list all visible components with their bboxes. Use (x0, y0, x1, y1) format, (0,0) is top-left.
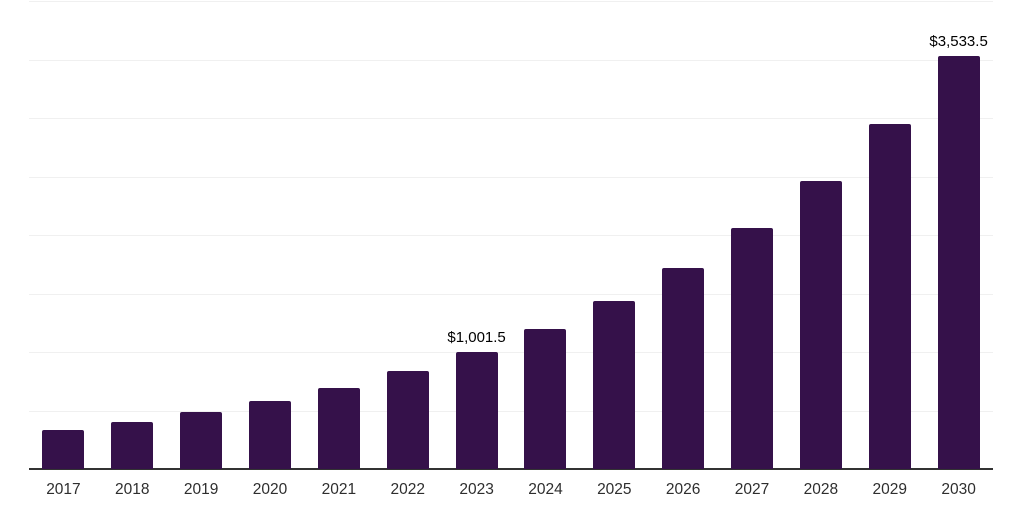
bar-slot-2025 (580, 0, 649, 469)
bar-2022 (386, 371, 429, 469)
bar-2030 (937, 55, 980, 469)
bar-2029 (868, 124, 911, 469)
bar-slot-2023: $1,001.5 (442, 0, 511, 469)
x-tick-2017: 2017 (46, 481, 81, 498)
bar-2019 (180, 411, 223, 469)
x-axis-ticks: 2017 2018 2019 2020 2021 2022 2023 2024 2025 2026… (29, 481, 993, 499)
bar-slot-2024 (511, 0, 580, 469)
gridline (29, 410, 993, 412)
x-tick-2020: 2020 (252, 481, 288, 498)
bar-slot-2017 (29, 0, 98, 469)
bar-slot-2027 (718, 0, 787, 469)
x-tick-2030: 2030 (941, 481, 976, 498)
x-tick-2024: 2024 (528, 481, 563, 498)
bar-2024 (524, 329, 567, 469)
x-tick-2029: 2029 (872, 481, 907, 498)
gridline (29, 1, 993, 2)
x-tick-2018: 2018 (115, 481, 150, 498)
gridline (29, 235, 993, 236)
gridline (29, 352, 993, 353)
bar-2027 (731, 228, 774, 469)
bar-slot-2028 (786, 0, 855, 469)
bar-slot-2020 (236, 0, 305, 469)
x-tick-2026: 2026 (665, 481, 701, 498)
bar-2017 (42, 429, 85, 469)
x-tick-2021: 2021 (321, 481, 357, 498)
bar-slot-2019 (167, 0, 236, 469)
bar-2028 (799, 181, 842, 469)
bar-value-label-2030: $3,533.5 (929, 32, 988, 50)
bar-slot-2022 (373, 0, 442, 469)
gridline (29, 59, 993, 61)
gridline (29, 293, 993, 295)
x-tick-2019: 2019 (183, 481, 219, 498)
bar-slot-2030: $3,533.5 (924, 0, 993, 469)
plot-area: $1,001.5 $3,533.5 (29, 0, 993, 470)
x-tick-2022: 2022 (390, 481, 425, 498)
bar-slot-2021 (304, 0, 373, 469)
bar-2021 (317, 388, 360, 469)
x-tick-2025: 2025 (597, 481, 632, 498)
bar-2020 (249, 400, 291, 469)
bars-row: $1,001.5 $3,533.5 (29, 0, 993, 469)
x-tick-2028: 2028 (803, 481, 839, 498)
gridline (29, 118, 993, 119)
bar-value-label-2023: $1,001.5 (447, 328, 506, 346)
bar-2026 (662, 267, 705, 469)
bar-2018 (111, 422, 154, 469)
bar-slot-2029 (855, 0, 924, 469)
bar-2023 (455, 351, 498, 469)
bar-slot-2026 (649, 0, 718, 469)
gridline (29, 176, 993, 178)
x-axis-line (29, 468, 993, 470)
bar-slot-2018 (98, 0, 167, 469)
bar-2025 (593, 301, 636, 469)
x-tick-2023: 2023 (459, 481, 494, 498)
x-tick-2027: 2027 (734, 481, 770, 498)
